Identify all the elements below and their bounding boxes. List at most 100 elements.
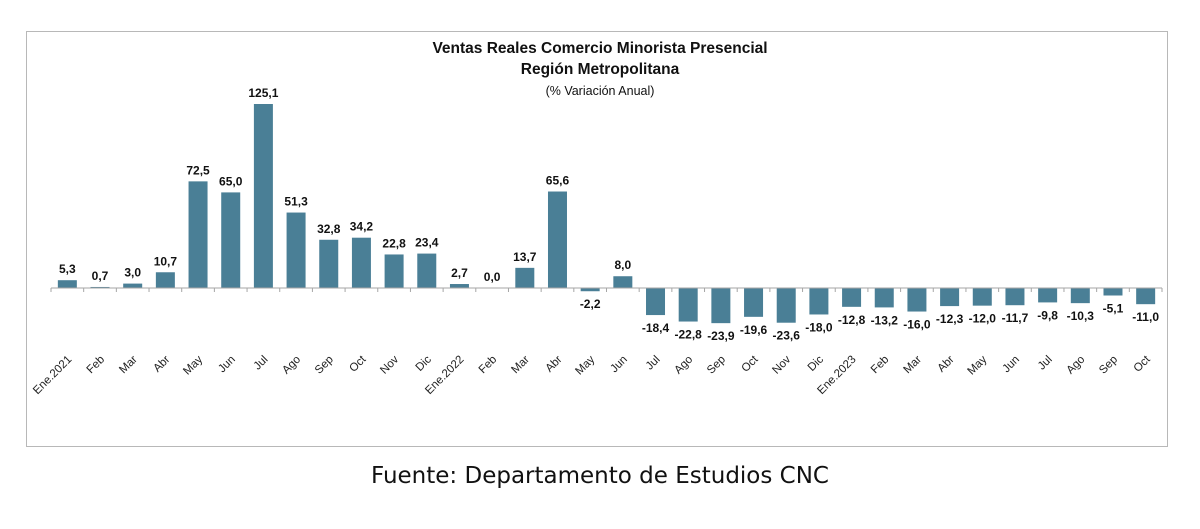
data-label: -12,3 [936,312,964,326]
x-tick-label: Oct [740,353,762,375]
bar [90,286,110,288]
data-label: -9,8 [1037,308,1058,322]
bar [286,212,306,288]
bar [351,237,371,288]
data-label: -19,6 [740,323,768,337]
chart-unit-label: (% Variación Anual) [545,84,655,98]
bar [417,253,437,288]
data-label: -11,7 [1002,311,1029,325]
x-axis [50,287,1163,292]
bar [319,239,339,288]
chart-title: Ventas Reales Comercio Minorista Presenc… [432,40,768,57]
bar [155,272,175,288]
x-tick-label: Jun [216,354,238,376]
bar [1070,288,1090,304]
x-tick-label: Mar [117,354,140,377]
x-tick-label: Oct [347,353,369,375]
data-label: 51,3 [284,195,308,209]
data-label: -22,8 [675,328,703,342]
x-tick-label: Dic [806,353,826,373]
chart-frame [26,31,1168,447]
data-label: 0,7 [92,269,109,283]
data-label: 10,7 [154,254,178,268]
bar [57,280,77,288]
chart-subtitle: Región Metropolitana [520,61,680,78]
data-label: -12,8 [838,313,866,327]
data-label: 125,1 [248,86,278,100]
bar [1136,288,1156,305]
bar [221,192,241,288]
bar [809,288,829,315]
bar [1103,288,1123,296]
data-label: 72,5 [186,163,210,177]
x-tick-label: Sep [1097,354,1120,377]
x-tick-label: Ago [1064,354,1087,377]
x-tick-label: Ene.2021 [31,354,74,397]
x-tick-label: May [966,353,990,377]
data-label: 65,0 [219,174,243,188]
bar [744,288,764,317]
data-label: -12,0 [969,312,997,326]
x-tick-label: Jul [644,354,663,373]
x-tick-label: Jun [608,354,630,376]
data-label: 3,0 [124,266,141,280]
x-tick-label: Sep [313,354,336,377]
x-tick-label: Feb [85,354,108,377]
data-label: -23,9 [707,329,735,343]
bar [515,267,535,288]
x-tick-label: Dic [414,353,434,373]
x-tick-label: Jul [1036,354,1055,373]
data-label: -23,6 [773,329,801,343]
x-tick-labels-group: Ene.2021 Feb Mar Abr May Jun Jul Ago Sep Oct Nov Di… [31,353,1153,397]
data-label: 5,3 [59,262,76,276]
x-tick-label: Oct [1132,353,1154,375]
x-tick-label: Feb [477,354,500,377]
x-tick-label: Jul [252,354,271,373]
data-label: -16,0 [903,318,931,332]
data-label: -10,3 [1067,309,1095,323]
data-label: -18,0 [805,320,833,334]
data-label: -18,4 [642,321,670,335]
x-tick-label: Abr [543,354,564,375]
bar [449,284,469,288]
x-tick-label: Mar [902,354,925,377]
bar [842,288,862,307]
x-tick-label: Abr [936,354,957,375]
data-label: 23,4 [415,236,439,250]
data-label: 13,7 [513,250,537,264]
bar [580,288,600,292]
bar [646,288,666,316]
bar [384,254,404,288]
bar [123,283,143,288]
x-tick-label: Nov [378,353,401,376]
bar [547,191,567,288]
bar [874,288,894,308]
x-tick-label: Feb [869,354,892,377]
bar [1005,288,1025,306]
data-label: 2,7 [451,266,468,280]
bars-group [57,104,1156,324]
bar [1038,288,1058,303]
x-tick-label: Mar [509,354,532,377]
bar [972,288,992,306]
data-label: 0,0 [484,270,501,284]
x-tick-label: Nov [770,353,793,376]
x-tick-label: Abr [151,354,172,375]
data-labels-group: 5,3 0,7 3,0 10,7 72,5 65,0 125,1 51,3 32,8 34,2 22… [59,86,1159,343]
bar [940,288,960,307]
x-tick-label: May [181,353,205,377]
data-label: 8,0 [614,258,631,272]
bar [188,181,208,288]
data-label: -5,1 [1103,302,1124,316]
bar [907,288,927,312]
data-label: 22,8 [382,236,406,250]
source-footer: Fuente: Departamento de Estudios CNC [370,463,829,489]
x-tick-label: Ago [280,354,303,377]
bar [678,288,698,322]
bar [253,104,273,288]
data-label: 32,8 [317,222,341,236]
x-tick-label: Ago [672,354,695,377]
x-tick-label: May [573,353,597,377]
bar [711,288,731,324]
